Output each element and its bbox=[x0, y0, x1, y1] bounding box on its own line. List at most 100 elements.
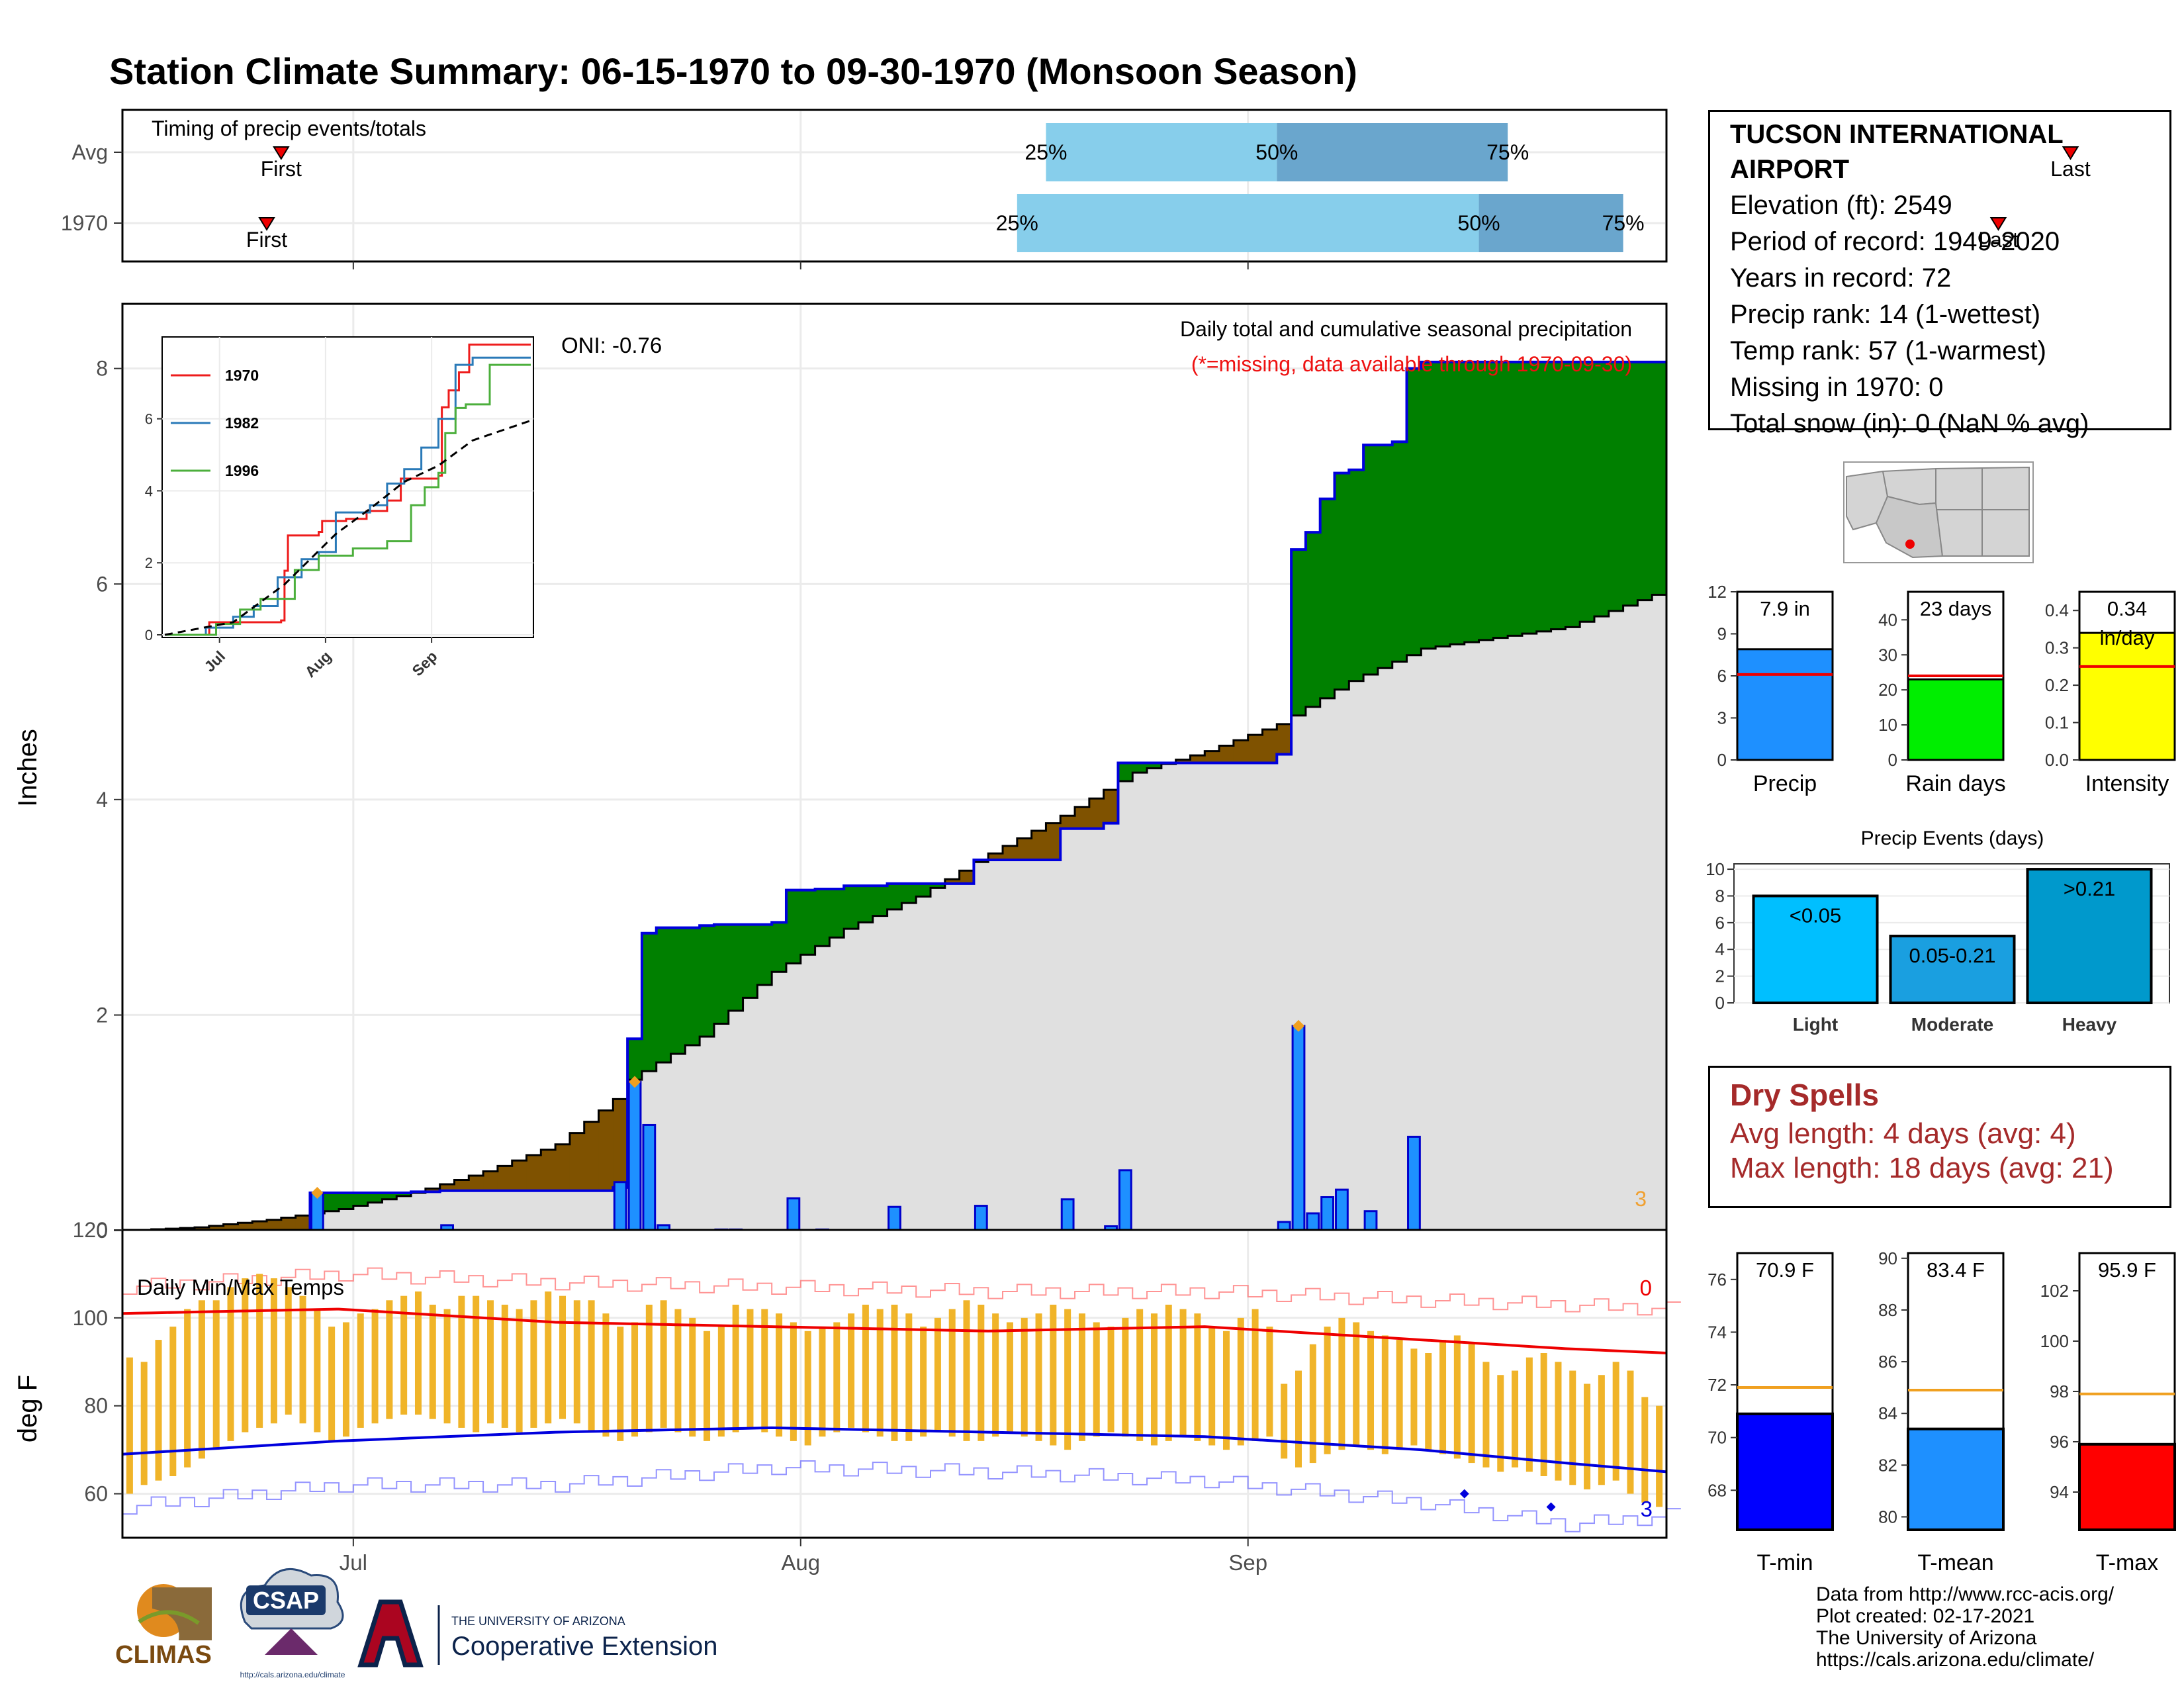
daily-temp-bar bbox=[1078, 1313, 1085, 1441]
temp-x-tick-label: Sep bbox=[1228, 1550, 1267, 1575]
above-average-fill bbox=[858, 886, 874, 923]
above-average-fill bbox=[1406, 368, 1422, 655]
summary-y-tick-label: 30 bbox=[1878, 645, 1897, 665]
below-average-fill bbox=[526, 1155, 541, 1191]
climas-wordmark: CLIMAS bbox=[115, 1641, 212, 1669]
above-average-fill bbox=[916, 883, 931, 897]
summary-y-tick-label: 3 bbox=[1717, 708, 1727, 728]
daily-temp-bar bbox=[169, 1327, 177, 1476]
below-average-fill bbox=[1046, 823, 1061, 860]
daily-temp-bar bbox=[1064, 1309, 1071, 1450]
temp-summary-y-tick-label: 88 bbox=[1878, 1300, 1897, 1320]
daily-temp-bar bbox=[1410, 1348, 1418, 1446]
below-average-fill bbox=[223, 1224, 238, 1231]
daily-temp-bar bbox=[631, 1322, 639, 1437]
daily-temp-bar bbox=[588, 1300, 595, 1432]
timing-first-label: First bbox=[246, 228, 287, 252]
daily-temp-bar bbox=[645, 1304, 653, 1432]
daily-temp-bar bbox=[1309, 1344, 1316, 1464]
daily-temp-bar bbox=[1050, 1304, 1057, 1446]
summary-category-label: Intensity bbox=[2085, 771, 2169, 796]
inset-series-1996 bbox=[165, 363, 531, 636]
events-bar bbox=[1752, 894, 1879, 1005]
precip-y-tick-label: 8 bbox=[96, 357, 108, 381]
station-elevation: Elevation (ft): 2549 bbox=[1730, 191, 1952, 220]
below-average-fill bbox=[1089, 798, 1105, 829]
events-y-tick-label: 0 bbox=[1715, 993, 1725, 1013]
above-average-fill bbox=[367, 1193, 383, 1203]
daily-temp-bar bbox=[717, 1327, 725, 1437]
daily-temp-bar bbox=[948, 1309, 956, 1437]
inset-legend-label: 1970 bbox=[225, 367, 259, 384]
summary-y-tick-label: 0.0 bbox=[2045, 750, 2069, 770]
summary-value-label: 0.34 bbox=[2107, 597, 2147, 620]
temp-summary-bar bbox=[1736, 1412, 1834, 1532]
below-average-fill bbox=[208, 1225, 224, 1231]
summary-value-label: 23 days bbox=[1920, 597, 1992, 620]
timing-row-label: 1970 bbox=[61, 211, 108, 235]
summary-unit-label: in/day bbox=[2100, 626, 2155, 649]
above-average-fill bbox=[1305, 532, 1321, 707]
ua-line1: THE UNIVERSITY OF ARIZONA bbox=[451, 1615, 625, 1628]
below-average-fill bbox=[512, 1160, 527, 1191]
daily-temp-bar bbox=[1136, 1309, 1144, 1441]
daily-temp-bar bbox=[1425, 1353, 1432, 1450]
daily-temp-bar bbox=[1497, 1375, 1504, 1472]
events-bar bbox=[1889, 935, 2016, 1004]
precip-y-tick-label: 0 bbox=[96, 1219, 108, 1243]
below-average-fill bbox=[944, 879, 960, 884]
precip-chart-subtitle: (*=missing, data available through 1970-… bbox=[1191, 352, 1632, 376]
temp-y-tick-label: 120 bbox=[73, 1218, 108, 1242]
above-average-fill bbox=[1320, 498, 1336, 698]
station-name: TUCSON INTERNATIONAL AIRPORT bbox=[1730, 120, 2063, 184]
daily-temp-bar bbox=[516, 1309, 523, 1432]
above-average-fill bbox=[1565, 361, 1580, 628]
inset-y-tick-label: 0 bbox=[145, 627, 153, 643]
below-average-fill bbox=[238, 1223, 253, 1231]
below-average-fill bbox=[613, 1099, 628, 1188]
inset-y-tick-label: 4 bbox=[145, 483, 153, 499]
temp-summary-y-tick-label: 94 bbox=[2050, 1482, 2069, 1502]
daily-temp-bar bbox=[1512, 1370, 1519, 1468]
record-marker bbox=[629, 1076, 641, 1088]
above-average-fill bbox=[1493, 361, 1508, 638]
above-average-fill bbox=[872, 886, 888, 916]
daily-temp-bar bbox=[1006, 1322, 1013, 1432]
temp-y-tick-label: 60 bbox=[84, 1482, 108, 1506]
daily-temp-bar bbox=[1598, 1375, 1605, 1485]
inset-average-line bbox=[164, 419, 531, 636]
above-average-fill bbox=[757, 924, 772, 985]
daily-temp-bar bbox=[1353, 1322, 1360, 1446]
csap-logo: CSAP http://cals.arizona.edu/climate bbox=[240, 1568, 345, 1679]
above-average-fill bbox=[627, 1039, 643, 1080]
below-average-fill bbox=[469, 1175, 484, 1191]
temp-summary-category-label: T-min bbox=[1757, 1550, 1813, 1575]
below-average-fill bbox=[281, 1217, 296, 1231]
timing-bar-q1 bbox=[1046, 123, 1277, 181]
above-average-fill bbox=[1291, 549, 1306, 716]
daily-temp-bar bbox=[1584, 1383, 1591, 1489]
daily-temp-bar bbox=[198, 1300, 205, 1459]
events-bar bbox=[2026, 868, 2153, 1004]
inset-series-1970 bbox=[165, 344, 531, 636]
precip-y-tick-label: 4 bbox=[96, 788, 108, 812]
above-average-fill bbox=[1623, 361, 1638, 606]
daily-temp-bar bbox=[747, 1309, 754, 1428]
ua-line2: Cooperative Extension bbox=[451, 1632, 717, 1661]
below-average-fill bbox=[454, 1180, 469, 1191]
above-average-fill bbox=[656, 927, 672, 1063]
daily-temp-bar bbox=[342, 1322, 349, 1437]
footer-data-source: Data from http://www.rcc-acis.org/ bbox=[1816, 1583, 2115, 1605]
daily-temp-bar bbox=[1468, 1344, 1475, 1464]
temp-y-tick-label: 80 bbox=[84, 1394, 108, 1418]
above-average-fill bbox=[815, 888, 830, 947]
below-average-fill bbox=[1060, 816, 1075, 829]
below-average-fill bbox=[1248, 735, 1263, 763]
temp-summary-y-tick-label: 86 bbox=[1878, 1352, 1897, 1372]
page-title: Station Climate Summary: 06-15-1970 to 0… bbox=[109, 50, 1357, 92]
timing-q75-label: 75% bbox=[1486, 140, 1529, 164]
below-average-fill bbox=[1017, 838, 1032, 860]
timing-last-marker bbox=[1989, 217, 2007, 231]
events-y-tick-label: 6 bbox=[1715, 913, 1725, 933]
